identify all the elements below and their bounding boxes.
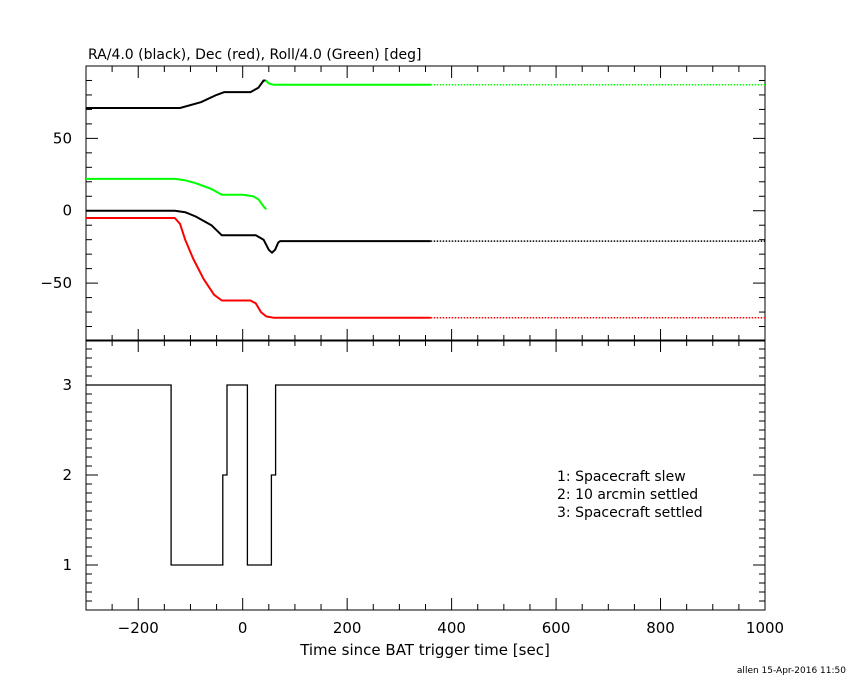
x-tick-labels: −200 0 200 400 600 800 1000 <box>118 619 784 637</box>
bottom-y-tick-label: 2 <box>62 466 72 484</box>
x-tick-label: 800 <box>646 619 675 637</box>
top-y-tick-label: −50 <box>40 274 72 292</box>
bottom-y-tick-label: 1 <box>62 556 72 574</box>
x-tick-label: 1000 <box>746 619 784 637</box>
bottom-panel: 1 2 3 −200 0 200 400 600 800 1000 Time since BAT… <box>62 339 784 659</box>
x-axis-label: Time since BAT trigger time [sec] <box>299 641 550 659</box>
bottom-y-tick-label: 3 <box>62 376 72 394</box>
status-legend: 1: Spacecraft slew 2: 10 arcmin settled … <box>557 469 703 521</box>
legend-item-settled: 3: Spacecraft settled <box>557 505 703 521</box>
footer-stamp: allen 15-Apr-2016 11:50 <box>737 666 846 676</box>
bottom-y-tick-labels: 1 2 3 <box>62 376 72 574</box>
top-panel-title: RA/4.0 (black), Dec (red), Roll/4.0 (Gre… <box>88 47 421 63</box>
x-tick-label: 200 <box>333 619 362 637</box>
top-y-tick-label: 50 <box>53 129 72 147</box>
series-line-4 <box>265 79 431 86</box>
series-line-1 <box>86 209 431 254</box>
bottom-series <box>86 384 765 566</box>
top-plot-frame <box>85 65 766 342</box>
legend-item-slew: 1: Spacecraft slew <box>557 469 686 485</box>
top-y-tick-label: 0 <box>62 202 72 220</box>
series-line-3 <box>86 177 267 210</box>
top-y-tick-labels: 50 0 −50 <box>40 129 72 292</box>
x-tick-label: −200 <box>118 619 159 637</box>
x-tick-label: 400 <box>437 619 466 637</box>
status-step-line <box>86 384 765 566</box>
top-series <box>86 79 765 319</box>
series-line-2 <box>86 217 431 319</box>
legend-item-10arcmin: 2: 10 arcmin settled <box>557 487 698 503</box>
series-line-0 <box>86 79 266 109</box>
top-panel: RA/4.0 (black), Dec (red), Roll/4.0 (Gre… <box>40 47 766 342</box>
bottom-ticks <box>85 340 766 610</box>
x-tick-label: 600 <box>542 619 571 637</box>
top-ticks <box>85 66 766 341</box>
x-tick-label: 0 <box>238 619 248 637</box>
